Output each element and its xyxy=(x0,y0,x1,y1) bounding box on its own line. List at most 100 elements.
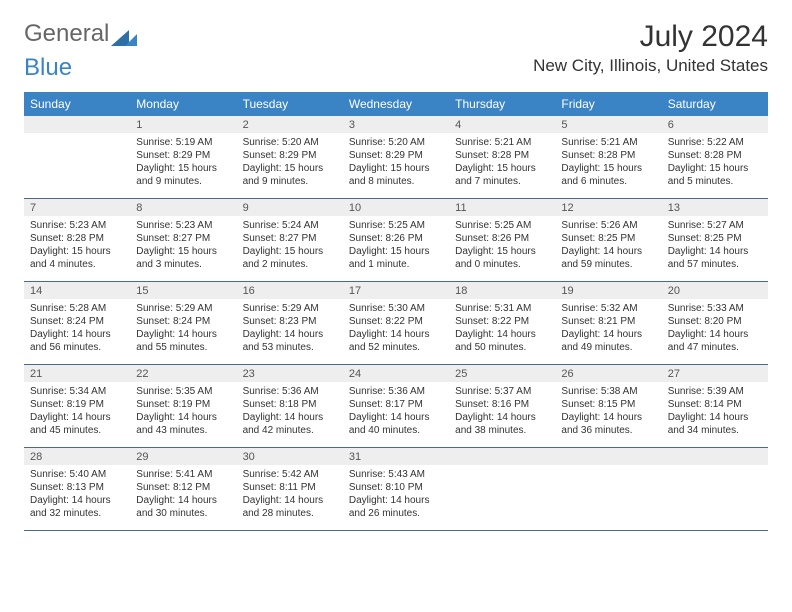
day-number: 22 xyxy=(130,365,236,382)
day-header: Thursday xyxy=(449,92,555,116)
day-number: 27 xyxy=(662,365,768,382)
day-body: Sunrise: 5:20 AMSunset: 8:29 PMDaylight:… xyxy=(343,133,449,192)
day-line: Sunrise: 5:21 AM xyxy=(561,136,655,149)
day-line: Sunset: 8:17 PM xyxy=(349,398,443,411)
day-line: Sunset: 8:27 PM xyxy=(136,232,230,245)
day-cell: 14Sunrise: 5:28 AMSunset: 8:24 PMDayligh… xyxy=(24,282,130,364)
day-cell: 28Sunrise: 5:40 AMSunset: 8:13 PMDayligh… xyxy=(24,448,130,530)
day-line: Sunset: 8:13 PM xyxy=(30,481,124,494)
day-line: Sunset: 8:25 PM xyxy=(668,232,762,245)
day-cell: 29Sunrise: 5:41 AMSunset: 8:12 PMDayligh… xyxy=(130,448,236,530)
day-number: 6 xyxy=(662,116,768,133)
day-body: Sunrise: 5:31 AMSunset: 8:22 PMDaylight:… xyxy=(449,299,555,358)
day-body: Sunrise: 5:30 AMSunset: 8:22 PMDaylight:… xyxy=(343,299,449,358)
day-line: Sunrise: 5:26 AM xyxy=(561,219,655,232)
day-line: Sunset: 8:16 PM xyxy=(455,398,549,411)
day-line: Sunset: 8:19 PM xyxy=(30,398,124,411)
day-cell: 16Sunrise: 5:29 AMSunset: 8:23 PMDayligh… xyxy=(237,282,343,364)
day-cell xyxy=(662,448,768,530)
day-line: Sunrise: 5:31 AM xyxy=(455,302,549,315)
day-cell: 27Sunrise: 5:39 AMSunset: 8:14 PMDayligh… xyxy=(662,365,768,447)
day-line: Daylight: 15 hours and 1 minute. xyxy=(349,245,443,271)
day-header: Sunday xyxy=(24,92,130,116)
day-number xyxy=(449,448,555,465)
day-body: Sunrise: 5:23 AMSunset: 8:28 PMDaylight:… xyxy=(24,216,130,275)
day-cell: 30Sunrise: 5:42 AMSunset: 8:11 PMDayligh… xyxy=(237,448,343,530)
day-cell: 12Sunrise: 5:26 AMSunset: 8:25 PMDayligh… xyxy=(555,199,661,281)
day-line: Sunrise: 5:36 AM xyxy=(243,385,337,398)
day-number: 4 xyxy=(449,116,555,133)
day-number xyxy=(24,116,130,133)
day-number: 29 xyxy=(130,448,236,465)
day-number: 19 xyxy=(555,282,661,299)
day-line: Sunrise: 5:38 AM xyxy=(561,385,655,398)
day-line: Sunset: 8:28 PM xyxy=(561,149,655,162)
day-line: Sunset: 8:22 PM xyxy=(349,315,443,328)
day-cell xyxy=(555,448,661,530)
day-number: 15 xyxy=(130,282,236,299)
day-body: Sunrise: 5:21 AMSunset: 8:28 PMDaylight:… xyxy=(555,133,661,192)
day-body: Sunrise: 5:37 AMSunset: 8:16 PMDaylight:… xyxy=(449,382,555,441)
day-number: 30 xyxy=(237,448,343,465)
day-number: 24 xyxy=(343,365,449,382)
day-line: Sunrise: 5:24 AM xyxy=(243,219,337,232)
day-body: Sunrise: 5:29 AMSunset: 8:24 PMDaylight:… xyxy=(130,299,236,358)
day-cell: 26Sunrise: 5:38 AMSunset: 8:15 PMDayligh… xyxy=(555,365,661,447)
day-cell: 15Sunrise: 5:29 AMSunset: 8:24 PMDayligh… xyxy=(130,282,236,364)
week-row: 21Sunrise: 5:34 AMSunset: 8:19 PMDayligh… xyxy=(24,365,768,448)
day-number: 8 xyxy=(130,199,236,216)
day-line: Sunrise: 5:30 AM xyxy=(349,302,443,315)
day-line: Sunrise: 5:20 AM xyxy=(349,136,443,149)
day-number: 20 xyxy=(662,282,768,299)
title-block: July 2024 New City, Illinois, United Sta… xyxy=(533,20,768,76)
day-line: Daylight: 14 hours and 53 minutes. xyxy=(243,328,337,354)
day-line: Sunset: 8:28 PM xyxy=(455,149,549,162)
day-number: 5 xyxy=(555,116,661,133)
day-body: Sunrise: 5:25 AMSunset: 8:26 PMDaylight:… xyxy=(449,216,555,275)
day-line: Sunrise: 5:43 AM xyxy=(349,468,443,481)
day-cell: 20Sunrise: 5:33 AMSunset: 8:20 PMDayligh… xyxy=(662,282,768,364)
day-line: Daylight: 14 hours and 32 minutes. xyxy=(30,494,124,520)
day-line: Daylight: 14 hours and 42 minutes. xyxy=(243,411,337,437)
day-number: 3 xyxy=(343,116,449,133)
day-line: Daylight: 14 hours and 45 minutes. xyxy=(30,411,124,437)
day-line: Sunrise: 5:27 AM xyxy=(668,219,762,232)
day-header: Wednesday xyxy=(343,92,449,116)
day-cell: 7Sunrise: 5:23 AMSunset: 8:28 PMDaylight… xyxy=(24,199,130,281)
day-line: Sunset: 8:21 PM xyxy=(561,315,655,328)
day-body: Sunrise: 5:29 AMSunset: 8:23 PMDaylight:… xyxy=(237,299,343,358)
day-line: Sunset: 8:23 PM xyxy=(243,315,337,328)
day-line: Sunrise: 5:20 AM xyxy=(243,136,337,149)
day-line: Sunset: 8:27 PM xyxy=(243,232,337,245)
day-cell: 9Sunrise: 5:24 AMSunset: 8:27 PMDaylight… xyxy=(237,199,343,281)
day-cell: 6Sunrise: 5:22 AMSunset: 8:28 PMDaylight… xyxy=(662,116,768,198)
month-title: July 2024 xyxy=(533,20,768,54)
day-number: 10 xyxy=(343,199,449,216)
day-body xyxy=(555,465,661,472)
day-cell: 19Sunrise: 5:32 AMSunset: 8:21 PMDayligh… xyxy=(555,282,661,364)
day-line: Sunrise: 5:29 AM xyxy=(136,302,230,315)
day-line: Daylight: 15 hours and 8 minutes. xyxy=(349,162,443,188)
day-line: Daylight: 14 hours and 52 minutes. xyxy=(349,328,443,354)
logo: General xyxy=(24,20,137,48)
day-line: Sunrise: 5:34 AM xyxy=(30,385,124,398)
location: New City, Illinois, United States xyxy=(533,56,768,76)
week-row: 1Sunrise: 5:19 AMSunset: 8:29 PMDaylight… xyxy=(24,116,768,199)
day-cell: 23Sunrise: 5:36 AMSunset: 8:18 PMDayligh… xyxy=(237,365,343,447)
day-line: Sunset: 8:28 PM xyxy=(30,232,124,245)
day-line: Sunrise: 5:41 AM xyxy=(136,468,230,481)
day-body: Sunrise: 5:39 AMSunset: 8:14 PMDaylight:… xyxy=(662,382,768,441)
day-line: Daylight: 14 hours and 26 minutes. xyxy=(349,494,443,520)
day-line: Sunrise: 5:25 AM xyxy=(455,219,549,232)
day-line: Sunset: 8:29 PM xyxy=(243,149,337,162)
day-body: Sunrise: 5:38 AMSunset: 8:15 PMDaylight:… xyxy=(555,382,661,441)
day-number: 2 xyxy=(237,116,343,133)
weeks-container: 1Sunrise: 5:19 AMSunset: 8:29 PMDaylight… xyxy=(24,116,768,531)
day-line: Daylight: 14 hours and 59 minutes. xyxy=(561,245,655,271)
day-line: Sunrise: 5:23 AM xyxy=(136,219,230,232)
day-number: 31 xyxy=(343,448,449,465)
day-number: 11 xyxy=(449,199,555,216)
day-line: Daylight: 15 hours and 6 minutes. xyxy=(561,162,655,188)
day-line: Sunset: 8:18 PM xyxy=(243,398,337,411)
day-line: Daylight: 14 hours and 49 minutes. xyxy=(561,328,655,354)
